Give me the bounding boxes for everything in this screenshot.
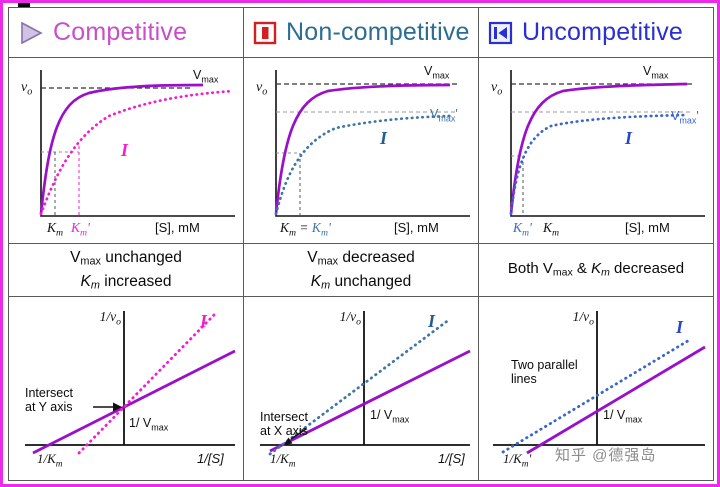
axes	[510, 70, 705, 217]
watermark: 知乎 @德强岛	[555, 447, 657, 464]
no-inhibitor-line	[526, 345, 706, 455]
axes	[275, 70, 470, 217]
desc-line: Vmax decreased	[307, 249, 415, 268]
play-icon	[21, 21, 43, 44]
no-inhibitor-line	[32, 349, 236, 455]
note-line-1: Intersect	[260, 410, 308, 424]
desc-competitive: Vmax unchanged Km increased	[9, 244, 244, 297]
v0-label: vo	[491, 80, 502, 98]
lb-plot-uncompetitive: 1/vo I Two parallel lines 1/ Vmax 1/Km'	[493, 309, 706, 470]
annotation-arrowhead	[284, 437, 293, 445]
s-axis-label: [S], mM	[394, 220, 439, 235]
reciprocal-vmax-label: 1/ Vmax	[370, 408, 410, 425]
header-noncompetitive: Non-competitive	[244, 8, 479, 58]
no-inhibitor-curve	[39, 83, 204, 215]
no-inhibitor-curve	[274, 83, 451, 215]
inhibitor-label: I	[379, 128, 388, 148]
km-label: Km	[46, 220, 63, 239]
reciprocal-v0-label: 1/vo	[100, 309, 122, 328]
reciprocal-km-label: 1/Km	[270, 451, 296, 470]
reciprocal-v0-label: 1/vo	[340, 309, 362, 328]
reciprocal-v0-label: 1/vo	[573, 309, 595, 328]
note-line-2: lines	[511, 372, 537, 386]
mm-plot-competitive: vo Vmax I Km Km' [S], mM	[21, 68, 235, 239]
header-label-uncompetitive: Uncompetitive	[522, 18, 683, 46]
v0-label: vo	[21, 80, 32, 98]
vmax-label: Vmax	[424, 64, 450, 81]
header-label-noncompetitive: Non-competitive	[286, 18, 470, 46]
desc-noncompetitive: Vmax decreased Km unchanged	[244, 244, 479, 297]
s-axis-label: [S], mM	[625, 220, 670, 235]
reciprocal-s-label: 1/[S]	[438, 451, 465, 466]
reciprocal-s-label: 1/[S]	[197, 451, 224, 466]
inhibition-comparison-table: Competitive Non-competitive Uncompetitiv…	[8, 7, 714, 481]
desc-line: Both Vmax & Km decreased	[507, 260, 685, 279]
lb-plot-competitive: 1/vo I Intersect at Y axis 1/ Vmax 1/Km …	[25, 309, 236, 470]
inhibitor-line	[501, 337, 693, 454]
inhibitor-curve	[39, 89, 235, 216]
inhibitor-label: I	[427, 311, 436, 331]
note-line-2: at X axis	[260, 424, 308, 438]
s-axis-label: [S], mM	[155, 220, 200, 235]
desc-line: Km unchanged	[310, 273, 412, 292]
inhibitor-label: I	[199, 311, 208, 331]
annotation-arrowhead	[113, 402, 122, 412]
km-equality-label: Km = Km'	[279, 220, 332, 239]
lb-cell-noncompetitive: 1/vo I Intersect at X axis 1/ Vmax 1/Km …	[244, 297, 479, 481]
lb-cell-uncompetitive: 1/vo I Two parallel lines 1/ Vmax 1/Km'	[479, 297, 714, 481]
annotation-arrow	[290, 428, 307, 440]
vmax-label: Vmax	[193, 68, 219, 85]
mm-cell-competitive: vo Vmax I Km Km' [S], mM	[9, 58, 244, 244]
reciprocal-vmax-label: 1/ Vmax	[129, 416, 169, 433]
inhibitor-label: I	[675, 317, 684, 337]
reciprocal-km-label: 1/Km	[37, 451, 63, 470]
vmax-prime-label: Vmax'	[671, 109, 699, 126]
no-inhibitor-line	[269, 349, 471, 453]
desc-line: Vmax unchanged	[70, 249, 182, 268]
note-line-1: Two parallel	[511, 358, 578, 372]
desc-line: Km increased	[80, 273, 172, 292]
inhibitor-label: I	[120, 140, 129, 160]
inhibitor-curve	[509, 113, 689, 216]
km-label: Km	[542, 220, 559, 239]
desc-uncompetitive: Both Vmax & Km decreased	[479, 244, 714, 297]
vmax-prime-label: Vmax'	[430, 107, 458, 124]
note-line-2: at Y axis	[25, 400, 73, 414]
inhibitor-curve	[274, 114, 452, 216]
stop-icon	[253, 21, 277, 44]
mm-plot-noncompetitive: vo Vmax Vmax' I Km = Km' [S], mM	[256, 64, 470, 239]
vmax-label: Vmax	[643, 64, 669, 81]
mm-cell-uncompetitive: vo Vmax Vmax' I Km' Km [S], mM	[479, 58, 714, 244]
km-prime-label: Km'	[70, 220, 91, 239]
km-prime-label: Km'	[512, 220, 533, 239]
v0-label: vo	[256, 80, 267, 98]
note-line-1: Intersect	[25, 386, 73, 400]
axes	[40, 70, 235, 217]
mm-plot-uncompetitive: vo Vmax Vmax' I Km' Km [S], mM	[491, 64, 705, 239]
slide-corner-decoration	[18, 3, 30, 10]
header-uncompetitive: Uncompetitive	[479, 8, 714, 58]
header-competitive: Competitive	[9, 8, 244, 58]
reciprocal-km-prime-label: 1/Km'	[503, 451, 532, 470]
lb-plot-noncompetitive: 1/vo I Intersect at X axis 1/ Vmax 1/Km …	[260, 309, 471, 470]
mm-cell-noncompetitive: vo Vmax Vmax' I Km = Km' [S], mM	[244, 58, 479, 244]
lb-cell-competitive: 1/vo I Intersect at Y axis 1/ Vmax 1/Km …	[9, 297, 244, 481]
previous-icon	[488, 21, 513, 44]
reciprocal-vmax-label: 1/ Vmax	[603, 408, 643, 425]
inhibitor-line	[77, 313, 216, 455]
inhibitor-label: I	[624, 128, 633, 148]
inhibitor-line	[268, 317, 452, 456]
header-label-competitive: Competitive	[53, 18, 188, 46]
no-inhibitor-curve	[509, 82, 688, 215]
